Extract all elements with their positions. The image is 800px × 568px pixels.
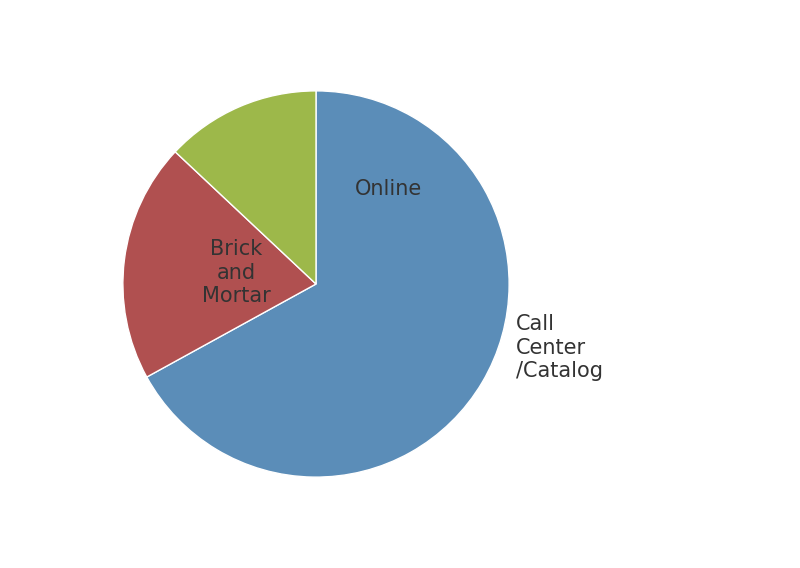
Text: Brick
and
Mortar: Brick and Mortar: [202, 240, 271, 306]
Text: Call
Center
/Catalog: Call Center /Catalog: [516, 315, 603, 381]
Wedge shape: [146, 91, 509, 477]
Text: Online: Online: [355, 178, 422, 199]
Wedge shape: [175, 91, 316, 284]
Wedge shape: [123, 152, 316, 377]
